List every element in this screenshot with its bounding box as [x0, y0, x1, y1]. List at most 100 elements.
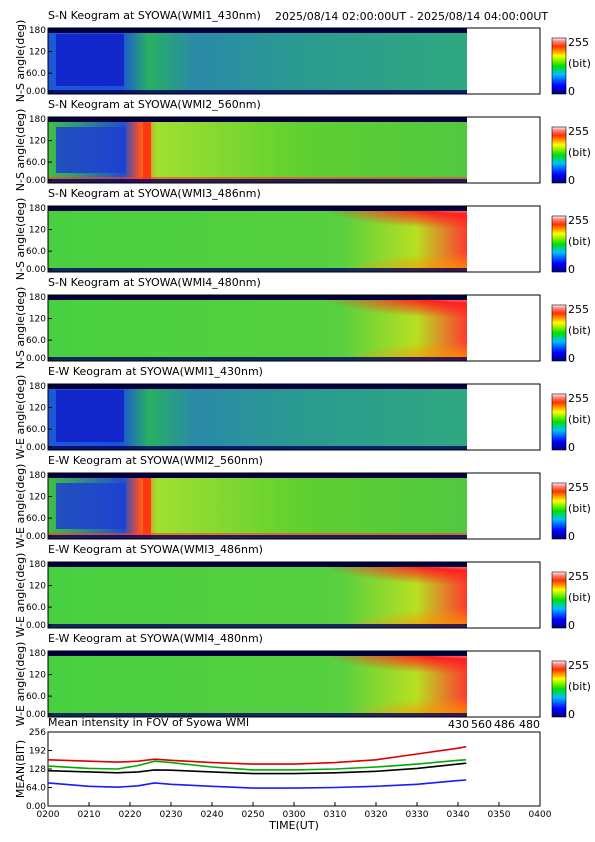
top-band: [48, 295, 467, 300]
panel-title: E-W Keogram at SYOWA(WMI2_560nm): [48, 454, 263, 467]
y-tick-label: 120: [29, 226, 46, 236]
header-time-range: 2025/08/14 02:00:00UT - 2025/08/14 04:00…: [275, 10, 548, 23]
panel-title: S-N Keogram at SYOWA(WMI4_480nm): [48, 276, 261, 289]
y-tick-label: 0.00: [26, 265, 46, 275]
y-tick-label: 120: [29, 315, 46, 325]
colorbar-max: 255: [568, 36, 589, 49]
y-tick-label: 60.0: [26, 692, 46, 702]
colorbar-max: 255: [568, 303, 589, 316]
colorbar-max: 255: [568, 392, 589, 405]
colorbar-unit: (bit): [568, 57, 591, 70]
keogram-panel: E-W Keogram at SYOWA(WMI1_430nm)180 120 60…: [14, 365, 591, 459]
panel-frame: [47, 383, 541, 451]
x-tick-label: 0240: [201, 810, 224, 820]
x-tick-label: 0220: [119, 810, 142, 820]
panel-frame: [47, 205, 541, 273]
colorbar-max: 255: [568, 570, 589, 583]
bottom-band: [48, 535, 467, 539]
edge-glow: [48, 206, 467, 272]
panel-title: E-W Keogram at SYOWA(WMI1_430nm): [48, 365, 263, 378]
colorbar-min: 0: [568, 441, 575, 454]
keogram-panel: E-W Keogram at SYOWA(WMI4_480nm)180 120 60…: [14, 632, 591, 726]
y-tick-label: 180: [29, 560, 46, 570]
keogram-panel: E-W Keogram at SYOWA(WMI3_486nm)180 120 60…: [14, 543, 591, 637]
keogram-panel: S-N Keogram at SYOWA(WMI2_560nm)180 120 60…: [14, 98, 591, 191]
colorbar-unit: (bit): [568, 235, 591, 248]
top-band: [48, 206, 467, 211]
x-tick-label: 0330: [406, 810, 429, 820]
x-tick-label: 0350: [488, 810, 511, 820]
colorbar-min: 0: [568, 352, 575, 365]
y-tick-label: 0.00: [26, 532, 46, 542]
colorbar-max: 255: [568, 659, 589, 672]
y-axis-label: N-S angle(deg): [14, 109, 27, 192]
x-tick-label: 0250: [242, 810, 265, 820]
y-axis-label: W-E angle(deg): [14, 464, 27, 549]
arc-band: [143, 473, 151, 539]
bottom-band: [48, 624, 467, 628]
dark-region: [56, 390, 124, 442]
colorbar: [551, 304, 567, 362]
top-band: [48, 651, 467, 656]
colorbar: [551, 660, 567, 718]
legend-entry-560: 560: [471, 718, 492, 731]
y-tick-label: 60.0: [26, 603, 46, 613]
colorbar-unit: (bit): [568, 502, 591, 515]
x-axis-label: TIME(UT): [268, 819, 319, 832]
y-axis-label: N-S angle(deg): [14, 198, 27, 281]
y-tick-label: 0.00: [26, 176, 46, 186]
legend-entry-486: 486: [494, 718, 515, 731]
y-tick-label: 60.0: [26, 336, 46, 346]
bottom-band: [48, 357, 467, 361]
x-tick-label: 0340: [447, 810, 470, 820]
y-tick-label: 256: [29, 728, 46, 738]
colorbar: [551, 482, 567, 540]
y-tick-label: 180: [29, 649, 46, 659]
bottom-band: [48, 446, 467, 450]
colorbar-min: 0: [568, 619, 575, 632]
colorbar-unit: (bit): [568, 591, 591, 604]
top-band: [48, 117, 467, 122]
y-tick-label: 0.00: [26, 802, 46, 812]
colorbar: [551, 393, 567, 451]
colorbar-min: 0: [568, 174, 575, 187]
y-tick-label: 120: [29, 671, 46, 681]
line-plot-title: Mean intensity in FOV of Syowa WMI: [48, 716, 249, 729]
series-line-486: [47, 745, 467, 765]
x-tick-label: 0200: [37, 810, 60, 820]
dark-region: [56, 483, 126, 529]
panel-frame: [47, 472, 541, 540]
keogram-panel: E-W Keogram at SYOWA(WMI2_560nm)180 120 60…: [14, 454, 591, 548]
y-tick-label: 180: [29, 382, 46, 392]
top-band: [48, 384, 467, 389]
y-tick-label: 180: [29, 204, 46, 214]
x-tick-label: 0310: [324, 810, 347, 820]
dark-region: [56, 127, 126, 173]
y-tick-label: 180: [29, 26, 46, 36]
panel-title: S-N Keogram at SYOWA(WMI2_560nm): [48, 98, 261, 111]
legend-entry-480: 480: [519, 718, 540, 731]
colorbar-unit: (bit): [568, 413, 591, 426]
colorbar: [551, 126, 567, 184]
bottom-band: [48, 713, 467, 717]
y-axis-label: N-S angle(deg): [14, 287, 27, 370]
panel-frame: [47, 294, 541, 362]
x-tick-label: 0300: [283, 810, 306, 820]
series-line-430: [47, 779, 467, 789]
y-tick-label: 120: [29, 582, 46, 592]
x-tick-label: 0210: [78, 810, 101, 820]
colorbar: [551, 571, 567, 629]
panel-title: S-N Keogram at SYOWA(WMI3_486nm): [48, 187, 261, 200]
series-line-560: [47, 759, 467, 771]
top-band: [48, 562, 467, 567]
colorbar-unit: (bit): [568, 146, 591, 159]
y-tick-label: 60.0: [26, 514, 46, 524]
colorbar-min: 0: [568, 708, 575, 721]
series-line-480: [47, 762, 467, 775]
colorbar-unit: (bit): [568, 324, 591, 337]
y-tick-label: 180: [29, 293, 46, 303]
x-tick-label: 0230: [160, 810, 183, 820]
bottom-band: [48, 268, 467, 272]
y-tick-label: 180: [29, 471, 46, 481]
y-tick-label: 60.0: [26, 425, 46, 435]
